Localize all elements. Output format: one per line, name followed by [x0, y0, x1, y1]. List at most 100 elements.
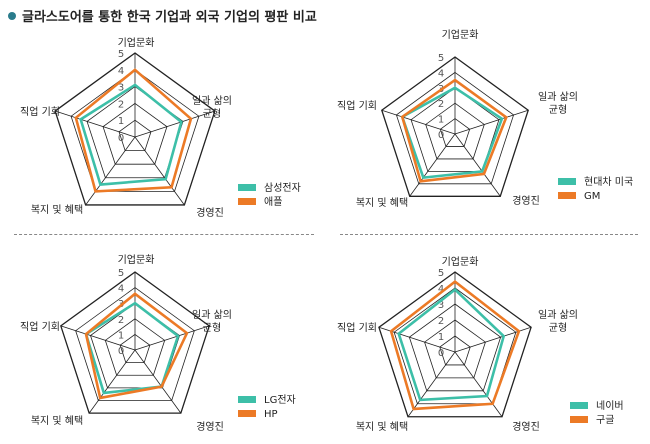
spoke [409, 133, 456, 197]
axis-label: 직업 기회 [20, 320, 60, 333]
grid-ring-4 [75, 287, 195, 401]
grid-ring-5 [54, 52, 216, 206]
tick-label: 0 [118, 346, 124, 357]
spoke [134, 110, 216, 138]
spoke [85, 136, 136, 206]
grid-ring-4 [393, 287, 517, 405]
axis-label: 경영진 [512, 194, 540, 207]
legend-swatch [570, 416, 588, 423]
axis-label: 경영진 [196, 206, 224, 219]
axis-label: 균형 [203, 108, 221, 120]
grid-ring-5 [60, 271, 210, 414]
axis-label: 직업 기회 [337, 99, 377, 112]
tick-label: 5 [118, 268, 124, 279]
series-line-1 [79, 83, 183, 186]
divider-right [340, 234, 638, 235]
tick-label: 0 [438, 130, 444, 141]
grid-ring-4 [395, 71, 515, 185]
axis-label: 기업문화 [118, 253, 155, 266]
axis-label: 일과 삶의 [192, 309, 232, 321]
tick-label: 1 [118, 330, 124, 341]
tick-label: 2 [118, 315, 124, 326]
spoke [134, 349, 182, 414]
grid-ring-1 [119, 333, 151, 364]
grid-ring-2 [425, 102, 485, 160]
grid-ring-4 [70, 69, 200, 192]
legend-label: GM [584, 191, 600, 202]
page-title: 글라스도어를 통한 한국 기업과 외국 기업의 평판 비교 [22, 10, 317, 25]
tick-label: 4 [118, 66, 124, 77]
series-line-2 [400, 78, 508, 183]
tick-label: 1 [118, 116, 124, 127]
spoke [454, 133, 501, 197]
legend-label: 현대차 미국 [584, 176, 633, 188]
grid-ring-5 [381, 56, 529, 197]
axis-label: 일과 삶의 [538, 91, 578, 103]
tick-label: 4 [118, 284, 124, 295]
spoke [381, 109, 456, 135]
grid-ring-1 [439, 335, 471, 366]
divider-left [14, 234, 314, 235]
grid-ring-2 [424, 319, 486, 379]
series-line-1 [397, 287, 506, 402]
axis-label: 균형 [203, 322, 221, 334]
tick-label: 2 [438, 316, 444, 327]
tick-label: 3 [118, 83, 124, 94]
grid-ring-1 [439, 118, 471, 147]
legend-swatch [238, 198, 256, 205]
tick-label: 3 [438, 300, 444, 311]
spoke [407, 351, 456, 417]
legend-swatch [558, 192, 576, 199]
tick-label: 1 [438, 115, 444, 126]
title-row: 글라스도어를 통한 한국 기업과 외국 기업의 평판 비교 [8, 6, 317, 25]
spoke [454, 351, 503, 417]
spoke [88, 349, 136, 414]
axis-label: 복지 및 혜택 [31, 204, 83, 216]
axis-label: 균형 [549, 322, 567, 334]
legend-swatch [570, 402, 588, 409]
series-line-2 [84, 292, 189, 400]
axis-label: 복지 및 혜택 [356, 421, 408, 433]
grid-ring-3 [408, 303, 502, 392]
legend-label: HP [264, 409, 278, 420]
axis-label: 기업문화 [442, 255, 479, 268]
tick-label: 0 [438, 348, 444, 359]
axis-label: 균형 [549, 104, 567, 116]
grid-ring-2 [104, 318, 166, 376]
legend-label: LG전자 [264, 394, 296, 406]
legend-label: 네이버 [596, 400, 624, 412]
series-line-2 [389, 279, 521, 411]
legend-swatch [238, 184, 256, 191]
spoke [134, 136, 185, 206]
legend-label: 애플 [264, 196, 282, 208]
axis-label: 복지 및 혜택 [356, 197, 408, 209]
axis-label: 경영진 [196, 420, 224, 433]
axis-label: 기업문화 [442, 28, 479, 41]
legend-swatch [238, 396, 256, 403]
axis-label: 일과 삶의 [538, 309, 578, 321]
spoke [454, 109, 529, 135]
tick-label: 2 [438, 99, 444, 110]
spoke [134, 325, 210, 351]
axis-label: 경영진 [512, 420, 540, 433]
bullet-icon [8, 11, 16, 20]
grid-ring-1 [118, 119, 152, 151]
grid-ring-2 [102, 102, 168, 165]
legend-swatch [558, 178, 576, 185]
tick-label: 5 [438, 53, 444, 64]
axis-label: 일과 삶의 [192, 95, 232, 107]
grid-ring-5 [378, 271, 532, 418]
axis-label: 직업 기회 [20, 105, 60, 118]
tick-label: 5 [438, 268, 444, 279]
spoke [54, 110, 136, 138]
axis-label: 직업 기회 [337, 321, 377, 334]
tick-label: 0 [118, 133, 124, 144]
legend-label: 구글 [596, 414, 614, 426]
legend-label: 삼성전자 [264, 182, 301, 194]
grid-ring-3 [410, 87, 500, 172]
